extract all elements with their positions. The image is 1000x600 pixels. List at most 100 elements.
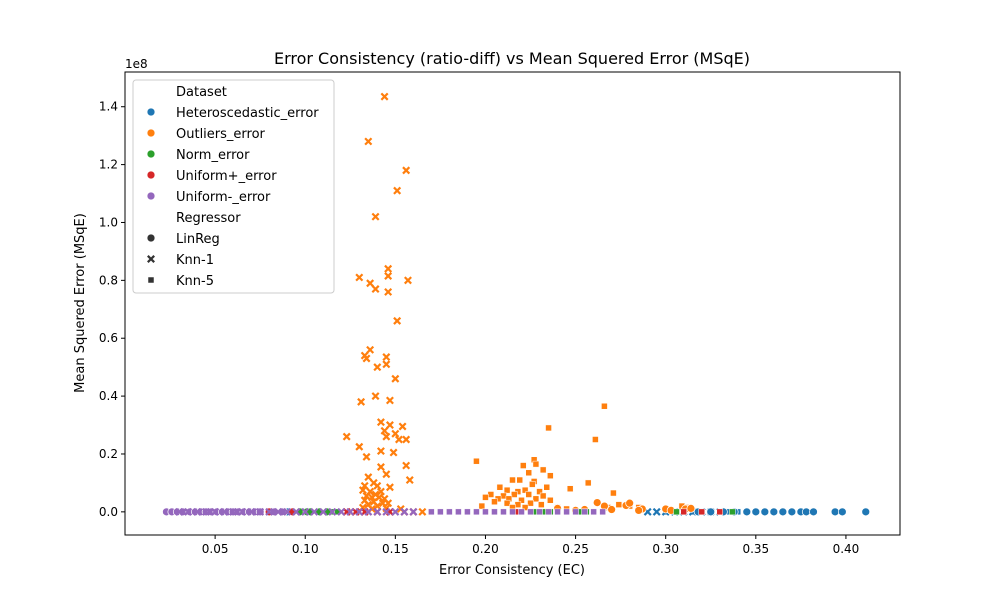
data-point [801, 507, 811, 517]
legend-marker [146, 233, 156, 243]
data-point [384, 287, 393, 296]
data-point [563, 508, 570, 516]
data-point [742, 507, 752, 517]
x-tick-label: 0.35 [742, 542, 769, 556]
data-point [509, 508, 516, 516]
data-point [581, 508, 588, 516]
data-point [364, 473, 373, 482]
data-point [310, 507, 319, 516]
legend: Dataset Heteroscedastic_error Outliers_er… [132, 79, 335, 294]
data-point [247, 507, 256, 516]
data-point [547, 472, 554, 479]
data-point [706, 507, 716, 517]
data-point [809, 507, 818, 517]
data-point [680, 508, 687, 516]
data-point [491, 498, 498, 505]
legend-entry: Uniform-_error [176, 190, 271, 205]
data-point [525, 491, 532, 498]
data-point [367, 493, 376, 502]
data-point [592, 436, 599, 443]
x-tick-label: 0.10 [292, 542, 319, 556]
data-point [634, 506, 644, 515]
data-point [384, 264, 393, 273]
data-point [355, 273, 364, 282]
x-tick-label: 0.40 [833, 542, 860, 556]
data-point [500, 508, 507, 516]
data-point [400, 507, 409, 516]
data-point [437, 508, 444, 516]
data-point [491, 508, 498, 516]
data-point [529, 481, 536, 488]
data-point [380, 92, 389, 101]
x-tick-label: 0.05 [202, 542, 229, 556]
data-point [592, 498, 602, 507]
data-point [362, 354, 371, 363]
data-point [373, 363, 382, 372]
data-point [615, 501, 623, 508]
data-point [371, 212, 380, 221]
data-point [283, 507, 292, 516]
data-point [464, 508, 471, 516]
data-point [301, 507, 310, 516]
data-point [384, 499, 393, 508]
data-point [539, 492, 547, 500]
data-point [830, 507, 840, 517]
data-point [525, 469, 532, 477]
data-point [398, 422, 407, 431]
series-uniform-error [162, 507, 606, 517]
data-point [478, 502, 486, 510]
data-point [536, 508, 543, 516]
data-point [516, 476, 523, 484]
data-point [566, 485, 574, 492]
data-point [625, 498, 635, 508]
data-point [385, 421, 394, 430]
data-point [511, 491, 518, 498]
series-outliers-error [342, 92, 696, 516]
data-point [536, 488, 543, 495]
data-point [547, 497, 554, 504]
data-point [256, 507, 265, 516]
legend-marker [147, 255, 155, 263]
data-point [610, 489, 617, 497]
data-point [220, 507, 229, 516]
data-point [861, 507, 871, 517]
data-point [274, 507, 283, 516]
data-point [393, 186, 402, 195]
x-tick-label: 0.15 [382, 542, 409, 556]
legend-marker [146, 191, 156, 201]
data-point [355, 442, 364, 451]
data-point [514, 501, 522, 508]
data-point [391, 507, 400, 516]
data-point [355, 507, 364, 516]
x-axis-ticks: 0.05 0.10 0.15 0.20 0.25 0.30 0.35 0.40 [202, 535, 860, 556]
data-point [346, 507, 355, 516]
plot-frame [124, 71, 901, 536]
data-point [503, 486, 511, 494]
data-point [382, 353, 391, 362]
data-point [376, 487, 385, 496]
data-point [175, 507, 184, 516]
data-point [382, 360, 391, 369]
data-point [402, 461, 411, 470]
data-point [769, 507, 779, 517]
data-point [760, 507, 770, 517]
data-point [402, 435, 411, 444]
data-point [184, 507, 193, 516]
data-point [360, 481, 369, 490]
x-axis-label: Error Consistency (EC) [439, 563, 585, 578]
y-axis-label: Mean Squered Error (MSqE) [73, 213, 88, 393]
data-point [455, 508, 462, 516]
data-point [385, 483, 394, 492]
data-point [371, 392, 380, 401]
data-point [518, 497, 525, 504]
data-point [366, 345, 375, 354]
y-tick-label: 0.8 [99, 273, 118, 287]
legend-entry: Outliers_error [176, 127, 266, 142]
data-point [446, 508, 453, 516]
data-point [473, 508, 480, 516]
chart-title: Error Consistency (ratio-diff) vs Mean S… [274, 49, 750, 68]
data-point [292, 507, 301, 516]
legend-hue-title: Dataset [176, 85, 227, 100]
data-point [229, 507, 238, 516]
